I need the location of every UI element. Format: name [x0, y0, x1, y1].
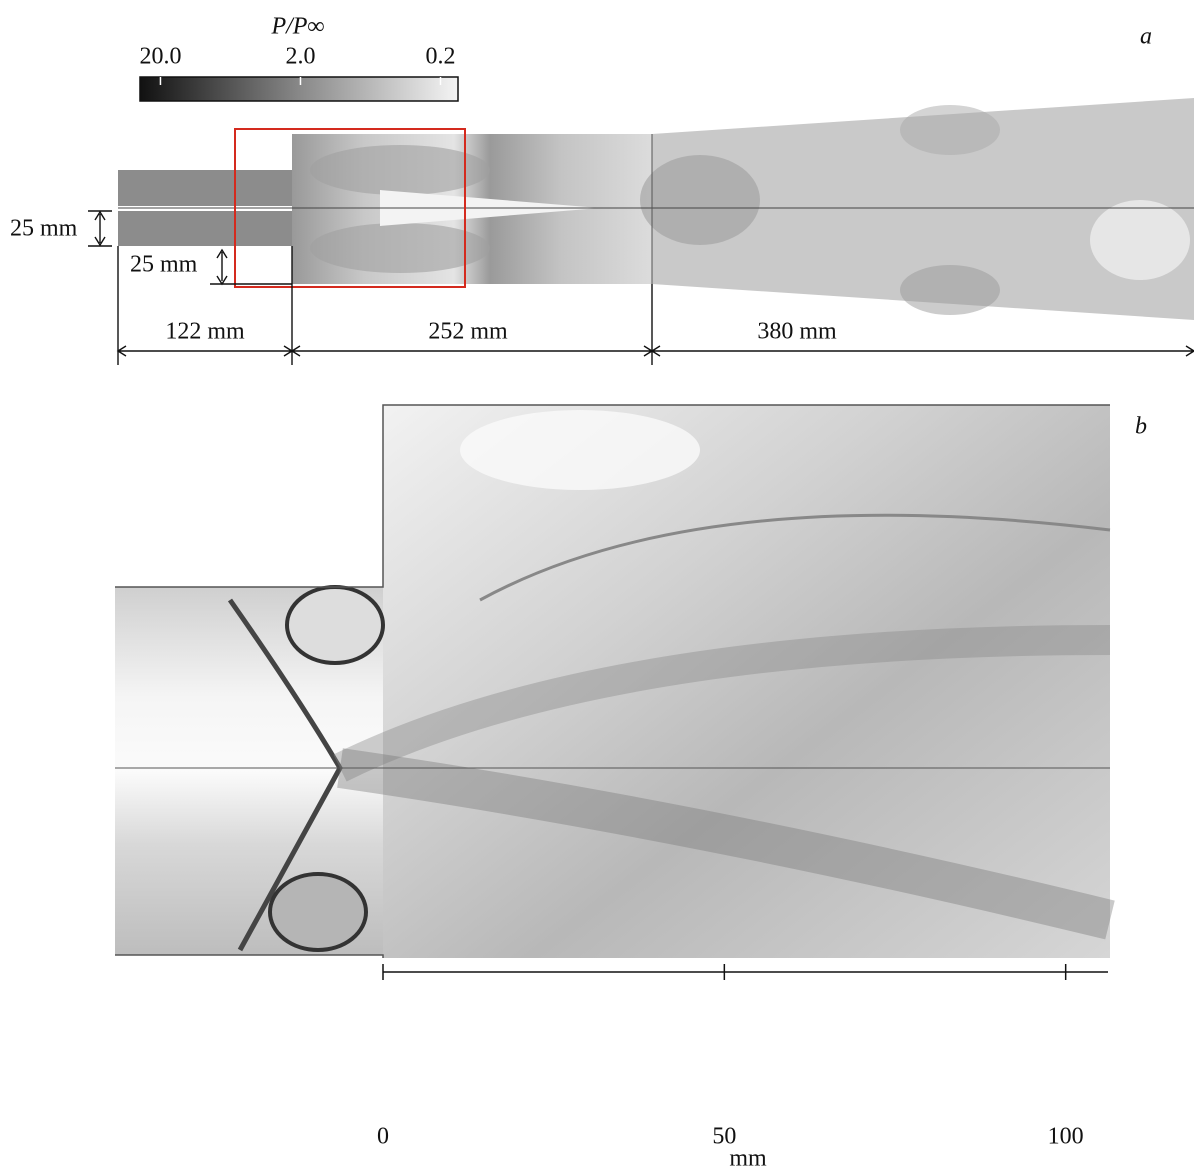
- x-tick-label: 50: [712, 1124, 736, 1150]
- dimension-label: 25 mm: [130, 252, 198, 278]
- colorbar-tick-label: 0.2: [426, 44, 456, 70]
- dimension-label: 252 mm: [428, 319, 508, 345]
- panel-label: b: [1135, 414, 1147, 440]
- x-tick-label: 0: [377, 1124, 389, 1150]
- colorbar-tick-label: 20.0: [139, 44, 181, 70]
- colorbar-scale: [140, 77, 458, 101]
- x-tick-label: 100: [1048, 1124, 1084, 1150]
- figure: P/P∞ 20.0 2.0 0.2 a 25 mm 25 mm 122 mm 252…: [0, 0, 1194, 1171]
- panel-label: a: [1140, 24, 1152, 50]
- colorbar: P/P∞ 20.0 2.0 0.2: [139, 14, 458, 102]
- dimension-label: 122 mm: [165, 319, 245, 345]
- dimension-label: 380 mm: [757, 319, 837, 345]
- flow-field-a: [118, 98, 1194, 320]
- colorbar-title: P/P∞: [270, 14, 324, 40]
- dimension-label: 25 mm: [10, 216, 78, 242]
- colorbar-tick-label: 2.0: [285, 44, 315, 70]
- flow-field-b: [115, 405, 1110, 958]
